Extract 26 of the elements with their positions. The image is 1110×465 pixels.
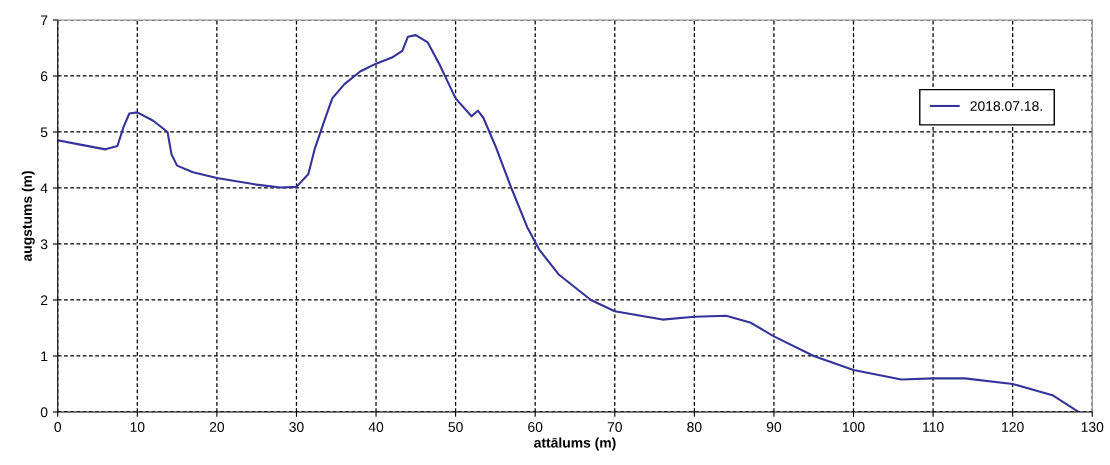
- y-tick-label: 4: [40, 183, 48, 194]
- x-tick-label: 60: [528, 422, 543, 432]
- y-axis-title: augstums (m): [21, 171, 35, 262]
- legend-label: 2018.07.18.: [970, 101, 1042, 111]
- x-tick-label: 50: [448, 422, 463, 432]
- x-tick-label: 110: [923, 422, 944, 432]
- x-tick-label: 20: [209, 422, 225, 432]
- x-tick-label: 120: [1002, 422, 1024, 432]
- y-tick-label: 1: [41, 351, 48, 362]
- y-tick-label: 6: [40, 71, 48, 82]
- y-tick-label: 0: [40, 407, 48, 418]
- y-tick-label: 2: [40, 295, 48, 306]
- x-tick-label: 70: [607, 422, 622, 432]
- x-axis-title: attālums (m): [534, 437, 616, 451]
- x-tick-label: 30: [289, 422, 304, 432]
- x-tick-label: 100: [842, 422, 865, 432]
- y-tick-label: 5: [40, 127, 48, 138]
- x-tick-label: 80: [687, 422, 702, 432]
- x-tick-label: 0: [54, 422, 62, 432]
- x-tick-label: 40: [368, 422, 384, 432]
- y-tick-label: 7: [40, 15, 48, 26]
- x-tick-label: 10: [130, 422, 145, 432]
- x-tick-label: 90: [766, 422, 782, 432]
- x-tick-label: 130: [1081, 422, 1104, 432]
- y-tick-label: 3: [40, 239, 48, 250]
- line-series: [57, 34, 1080, 412]
